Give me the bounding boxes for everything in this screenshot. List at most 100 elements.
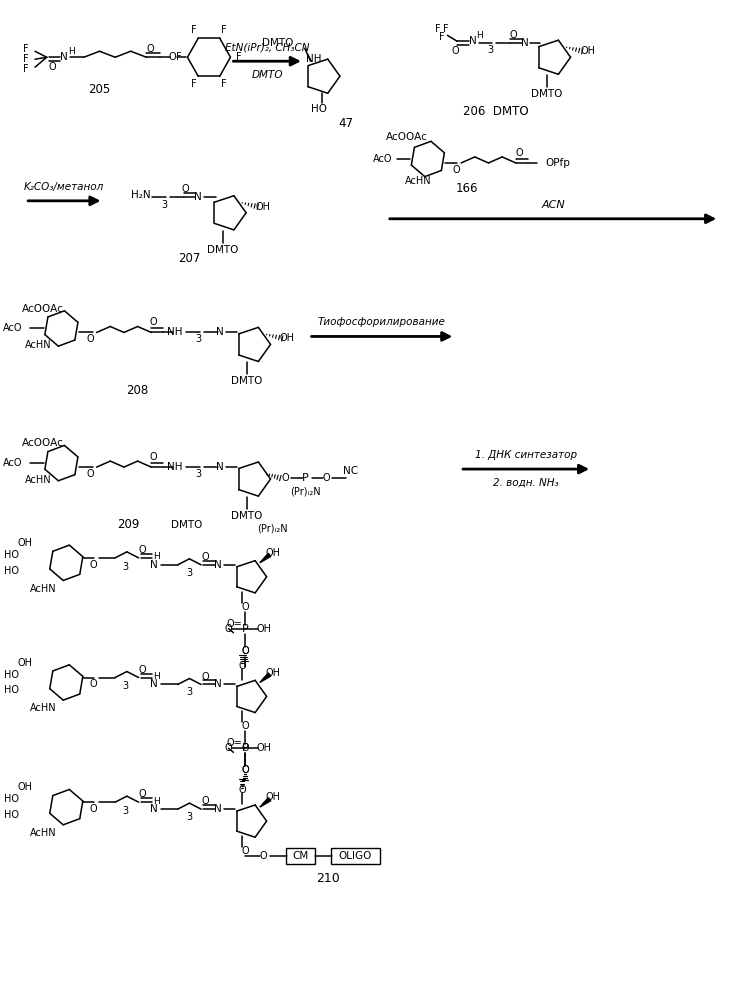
Text: N: N	[151, 804, 158, 814]
Text: O: O	[201, 796, 209, 806]
Text: O: O	[139, 545, 146, 555]
Text: O: O	[453, 165, 460, 175]
Text: HO: HO	[4, 685, 19, 695]
Text: 166: 166	[456, 182, 479, 195]
Text: N: N	[469, 36, 476, 46]
Text: O: O	[225, 743, 232, 753]
Text: 3: 3	[186, 568, 192, 578]
Text: H: H	[68, 47, 74, 56]
Text: F: F	[191, 25, 197, 35]
Text: N: N	[151, 679, 158, 689]
Text: N: N	[151, 560, 158, 570]
Text: OH: OH	[255, 202, 270, 212]
Text: O: O	[238, 661, 246, 671]
Text: O: O	[149, 317, 157, 327]
Text: 205: 205	[88, 83, 111, 96]
Text: O: O	[225, 624, 232, 634]
Text: 3: 3	[122, 681, 128, 691]
Text: DMTO: DMTO	[207, 245, 238, 255]
Text: NH: NH	[167, 462, 183, 472]
Text: O: O	[146, 44, 154, 54]
Text: F: F	[191, 79, 197, 89]
Text: O: O	[182, 184, 189, 194]
Text: DMTO: DMTO	[262, 38, 293, 48]
Text: P: P	[242, 743, 249, 753]
Text: 3: 3	[122, 806, 128, 816]
Text: DMTO: DMTO	[232, 511, 263, 521]
Text: 3: 3	[161, 200, 167, 210]
Text: K₂CO₃/метанол: K₂CO₃/метанол	[24, 182, 105, 192]
Text: N: N	[216, 327, 223, 337]
Text: NH: NH	[306, 54, 321, 64]
Text: H₂N: H₂N	[131, 190, 151, 200]
Polygon shape	[260, 798, 271, 807]
Text: NC: NC	[343, 466, 358, 476]
Text: O: O	[241, 765, 249, 775]
Text: OLIGO: OLIGO	[339, 851, 372, 861]
Text: OH: OH	[280, 333, 295, 343]
Text: F: F	[24, 64, 29, 74]
Text: 3: 3	[487, 45, 493, 55]
Text: OH: OH	[18, 782, 33, 792]
Text: F: F	[439, 32, 444, 42]
Text: OH: OH	[266, 668, 281, 678]
Text: F: F	[176, 52, 182, 62]
Text: H: H	[153, 797, 160, 806]
Text: 206  DMTO: 206 DMTO	[464, 105, 529, 118]
Text: 3: 3	[122, 562, 128, 572]
Text: (Pr)ᵢ₂N: (Pr)ᵢ₂N	[290, 486, 321, 496]
Text: AcHN: AcHN	[30, 703, 56, 713]
Text: HO: HO	[4, 810, 19, 820]
Text: O: O	[90, 804, 97, 814]
Text: 1. ДНК синтезатор: 1. ДНК синтезатор	[475, 450, 577, 460]
Text: F: F	[221, 25, 227, 35]
Text: AcOOAc: AcOOAc	[22, 438, 64, 448]
Text: O: O	[241, 602, 249, 612]
Text: AcHN: AcHN	[30, 828, 56, 838]
Text: AcOOAc: AcOOAc	[385, 132, 427, 142]
Text: O: O	[139, 665, 146, 675]
Text: P: P	[242, 624, 249, 634]
Text: O: O	[139, 789, 146, 799]
Text: O=: O=	[226, 619, 242, 629]
FancyBboxPatch shape	[331, 848, 380, 864]
Text: F: F	[24, 54, 29, 64]
Text: F: F	[435, 24, 441, 34]
Text: O: O	[201, 552, 209, 562]
Text: DMTO: DMTO	[171, 520, 202, 530]
Text: O: O	[451, 46, 459, 56]
Text: ACN: ACN	[541, 200, 565, 210]
Text: OH: OH	[256, 624, 271, 634]
Text: HO: HO	[4, 566, 19, 576]
Text: O: O	[90, 679, 97, 689]
Text: O: O	[90, 560, 97, 570]
Text: EtN(iPr)₂, CH₃CN: EtN(iPr)₂, CH₃CN	[225, 42, 309, 52]
Text: N: N	[214, 804, 222, 814]
Text: O=: O=	[226, 738, 242, 748]
Text: CM: CM	[292, 851, 309, 861]
Text: P: P	[302, 473, 309, 483]
Text: H: H	[476, 31, 483, 40]
Text: 3: 3	[186, 687, 192, 697]
Text: HO: HO	[4, 794, 19, 804]
Text: DMTO: DMTO	[232, 376, 263, 386]
Text: O: O	[149, 452, 157, 462]
Text: HO: HO	[312, 104, 327, 114]
Text: 209: 209	[116, 518, 139, 531]
Text: AcHN: AcHN	[24, 340, 51, 350]
Text: 2. водн. NH₃: 2. водн. NH₃	[493, 478, 559, 488]
Text: AcHN: AcHN	[405, 176, 431, 186]
Text: N: N	[521, 38, 528, 48]
Text: O: O	[323, 473, 330, 483]
Text: Тиофосфорилирование: Тиофосфорилирование	[318, 317, 446, 327]
Text: N: N	[214, 560, 222, 570]
Text: OH: OH	[18, 538, 33, 548]
Text: O: O	[241, 743, 249, 753]
Text: 3: 3	[195, 469, 201, 479]
Text: 3: 3	[186, 812, 192, 822]
Text: DMTO: DMTO	[252, 70, 283, 80]
Text: DMTO: DMTO	[531, 89, 562, 99]
FancyBboxPatch shape	[286, 848, 315, 864]
Text: O: O	[49, 62, 56, 72]
Text: O: O	[509, 30, 516, 40]
